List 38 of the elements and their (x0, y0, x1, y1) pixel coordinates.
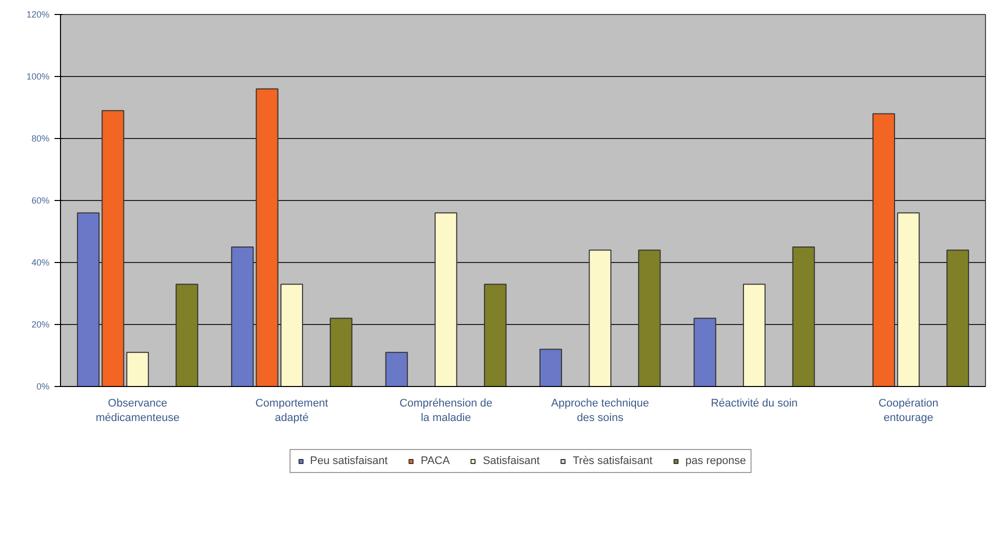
x-tick-label: Approche technique des soins (551, 398, 650, 424)
legend-label: Peu satisfaisant (310, 455, 388, 467)
bar (484, 284, 507, 386)
bar (539, 348, 562, 386)
bar (256, 88, 278, 386)
y-tick-label: 40% (31, 258, 50, 268)
x-tick-label: Coopération entourage (878, 398, 938, 424)
y-tick-label: 80% (31, 134, 50, 144)
bar (126, 352, 149, 386)
bar (742, 284, 766, 386)
bar (385, 352, 408, 386)
bar (280, 284, 304, 386)
x-tick-label: Réactivité du soin (710, 398, 798, 410)
bar (638, 250, 661, 386)
y-tick-label: 0% (36, 382, 50, 392)
legend-label: pas reponse (685, 455, 746, 467)
bar (102, 110, 124, 386)
x-tick-label: Comportement adapté (255, 398, 328, 424)
y-tick-label: 100% (26, 72, 50, 82)
legend-label: Très satisfaisant (572, 455, 652, 467)
bar (76, 212, 100, 386)
legend-label: Satisfaisant (482, 455, 540, 467)
y-tick-label: 60% (31, 196, 50, 206)
legend-label: PACA (420, 455, 450, 467)
bar (897, 212, 920, 386)
x-tick-label: Observance médicamenteuse (96, 398, 180, 424)
bar (872, 113, 896, 386)
bar (231, 246, 254, 386)
bar (176, 284, 198, 386)
bar (946, 250, 970, 386)
x-tick-label: Compréhension de la maladie (399, 398, 492, 424)
bar (694, 318, 716, 386)
y-tick-label: 120% (26, 10, 50, 20)
bar (330, 318, 352, 386)
bar (588, 250, 612, 386)
bar (434, 212, 458, 386)
bar (792, 246, 815, 386)
y-tick-label: 20% (31, 320, 50, 330)
